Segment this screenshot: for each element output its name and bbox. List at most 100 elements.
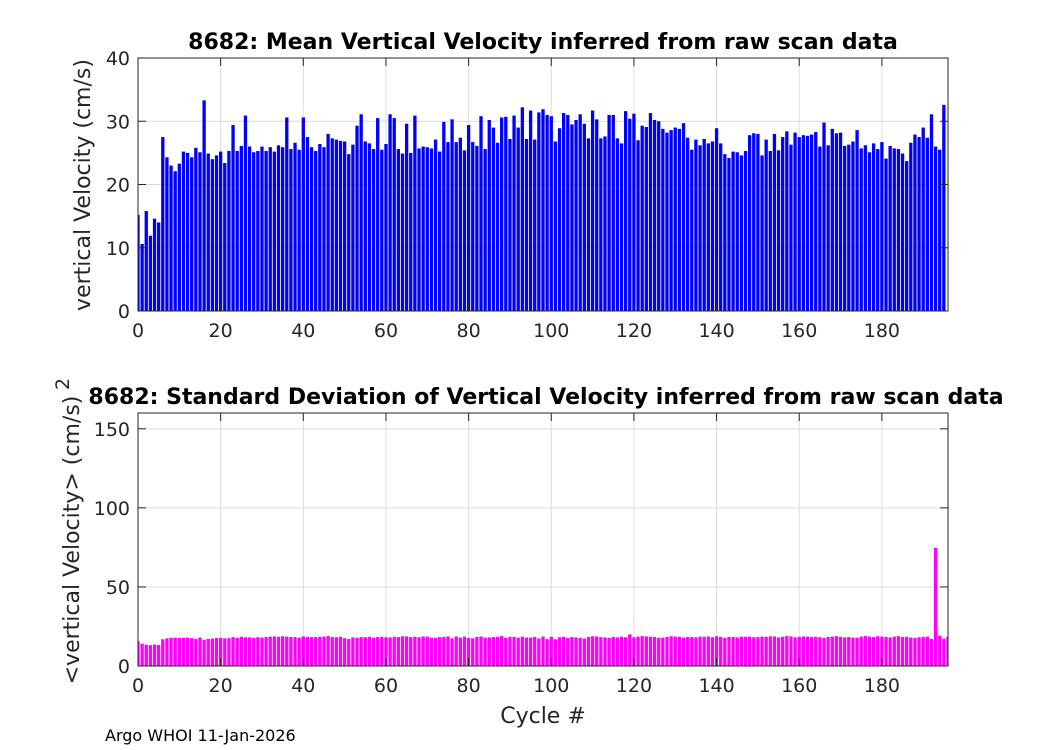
std-velocity-title: 8682: Standard Deviation of Vertical Vel… <box>88 385 1003 410</box>
std-velocity-bar <box>599 637 603 666</box>
std-velocity-bar <box>706 636 710 666</box>
std-velocity-bar <box>665 636 669 666</box>
mean-velocity-bar <box>781 137 785 311</box>
mean-velocity-bar <box>272 151 277 311</box>
std-velocity-bar <box>165 638 169 666</box>
mean-velocity-bar <box>557 128 562 311</box>
mean-velocity-bar <box>938 149 942 311</box>
mean-velocity-bar <box>326 133 330 311</box>
std-velocity-axes-frame <box>137 412 949 667</box>
mean-velocity-bar <box>384 144 388 311</box>
mean-velocity-bar <box>359 114 363 311</box>
std-velocity-bar <box>309 637 314 666</box>
mean-velocity-bar <box>867 152 872 311</box>
mean-velocity-ytick-label: 40 <box>106 48 130 70</box>
mean-velocity-bar <box>268 147 272 311</box>
std-velocity-bar <box>442 636 446 666</box>
mean-velocity-bar <box>458 137 462 311</box>
mean-velocity-bar <box>305 137 310 311</box>
mean-velocity-bar <box>293 142 297 311</box>
mean-velocity-bar <box>797 137 801 311</box>
std-velocity-bar <box>586 636 591 666</box>
mean-velocity-bar <box>446 142 450 311</box>
std-velocity-bar <box>801 636 806 666</box>
std-velocity-bar <box>805 636 810 666</box>
std-velocity-bar <box>252 637 256 666</box>
mean-velocity-bar <box>776 150 781 311</box>
std-velocity-bar <box>533 636 537 666</box>
mean-velocity-xtick-label: 100 <box>533 320 569 342</box>
mean-velocity-bar <box>636 140 640 311</box>
mean-velocity-bar <box>843 145 847 311</box>
std-velocity-ytick-label: 50 <box>106 577 130 599</box>
std-velocity-bar <box>138 641 140 666</box>
mean-velocity-bar <box>727 157 731 311</box>
mean-velocity-bar <box>644 126 648 311</box>
std-velocity-xtick-label: 60 <box>374 675 398 697</box>
mean-velocity-xtick-label: 80 <box>457 320 481 342</box>
mean-velocity-bar <box>380 149 384 311</box>
mean-velocity-bar <box>851 141 855 311</box>
std-velocity-bar <box>562 636 566 666</box>
mean-velocity-bars <box>138 100 946 312</box>
std-velocity-bar <box>888 637 892 666</box>
std-velocity-xtick-label: 160 <box>781 675 817 697</box>
std-velocity-bar <box>483 637 487 666</box>
mean-velocity-bar <box>363 141 367 311</box>
std-velocity-bar <box>272 636 277 666</box>
std-velocity-bar <box>702 636 706 666</box>
std-velocity-bar <box>504 637 508 666</box>
mean-velocity-bar <box>462 150 467 311</box>
mean-velocity-bar <box>301 117 305 311</box>
mean-velocity-bar <box>396 149 401 311</box>
mean-velocity-bar <box>834 133 839 311</box>
std-velocity-bar <box>822 638 826 666</box>
std-velocity-bar <box>772 636 777 666</box>
std-velocity-bar <box>280 636 285 666</box>
mean-velocity-bar <box>487 119 491 311</box>
mean-velocity-bar <box>545 114 549 311</box>
mean-velocity-bar <box>921 127 925 311</box>
std-velocity-bar <box>409 637 413 666</box>
std-velocity-bar <box>545 639 549 666</box>
mean-velocity-bar <box>586 138 591 311</box>
std-velocity-bar <box>719 636 723 666</box>
mean-velocity-bar <box>574 119 578 311</box>
mean-velocity-bar <box>421 146 425 311</box>
std-velocity-bar <box>376 637 380 666</box>
std-velocity-bar <box>520 636 524 666</box>
std-velocity-bar <box>231 637 235 666</box>
std-velocity-bar <box>690 637 694 666</box>
std-velocity-bar <box>404 636 409 666</box>
mean-velocity-bar <box>611 114 615 311</box>
std-velocity-bar <box>913 637 917 666</box>
std-velocity-bar <box>438 637 442 666</box>
std-velocity-ticks: 0 50 100 150 0 20 40 60 80 100 120 140 160 180 <box>94 413 948 697</box>
std-velocity-bar <box>276 636 281 666</box>
std-velocity-bar <box>314 637 318 666</box>
mean-velocity-bar <box>235 150 239 311</box>
std-velocity-bar <box>495 636 500 666</box>
mean-velocity-title: 8682: Mean Vertical Velocity inferred fr… <box>188 30 898 55</box>
std-velocity-bar <box>148 645 153 666</box>
std-velocity-bar <box>574 637 578 666</box>
std-velocity-bar <box>268 636 272 666</box>
std-velocity-bar <box>756 637 760 666</box>
std-velocity-bar <box>905 636 909 666</box>
mean-velocity-bar <box>681 123 686 312</box>
mean-velocity-bar <box>652 119 657 311</box>
mean-velocity-bar <box>590 110 595 311</box>
mean-velocity-bar <box>243 115 248 311</box>
std-velocity-bar <box>648 636 653 666</box>
std-velocity-bar <box>256 637 260 666</box>
mean-velocity-ytick-label: 30 <box>106 111 130 133</box>
std-velocity-bar <box>578 637 582 666</box>
std-velocity-bar <box>917 637 921 666</box>
mean-velocity-bar <box>905 161 909 311</box>
std-velocity-bar <box>818 637 822 666</box>
std-velocity-bar <box>809 636 814 666</box>
mean-velocity-bar <box>665 132 669 311</box>
std-velocity-bar <box>429 637 434 666</box>
std-velocity-grid <box>138 413 948 666</box>
mean-velocity-bar <box>504 116 508 311</box>
